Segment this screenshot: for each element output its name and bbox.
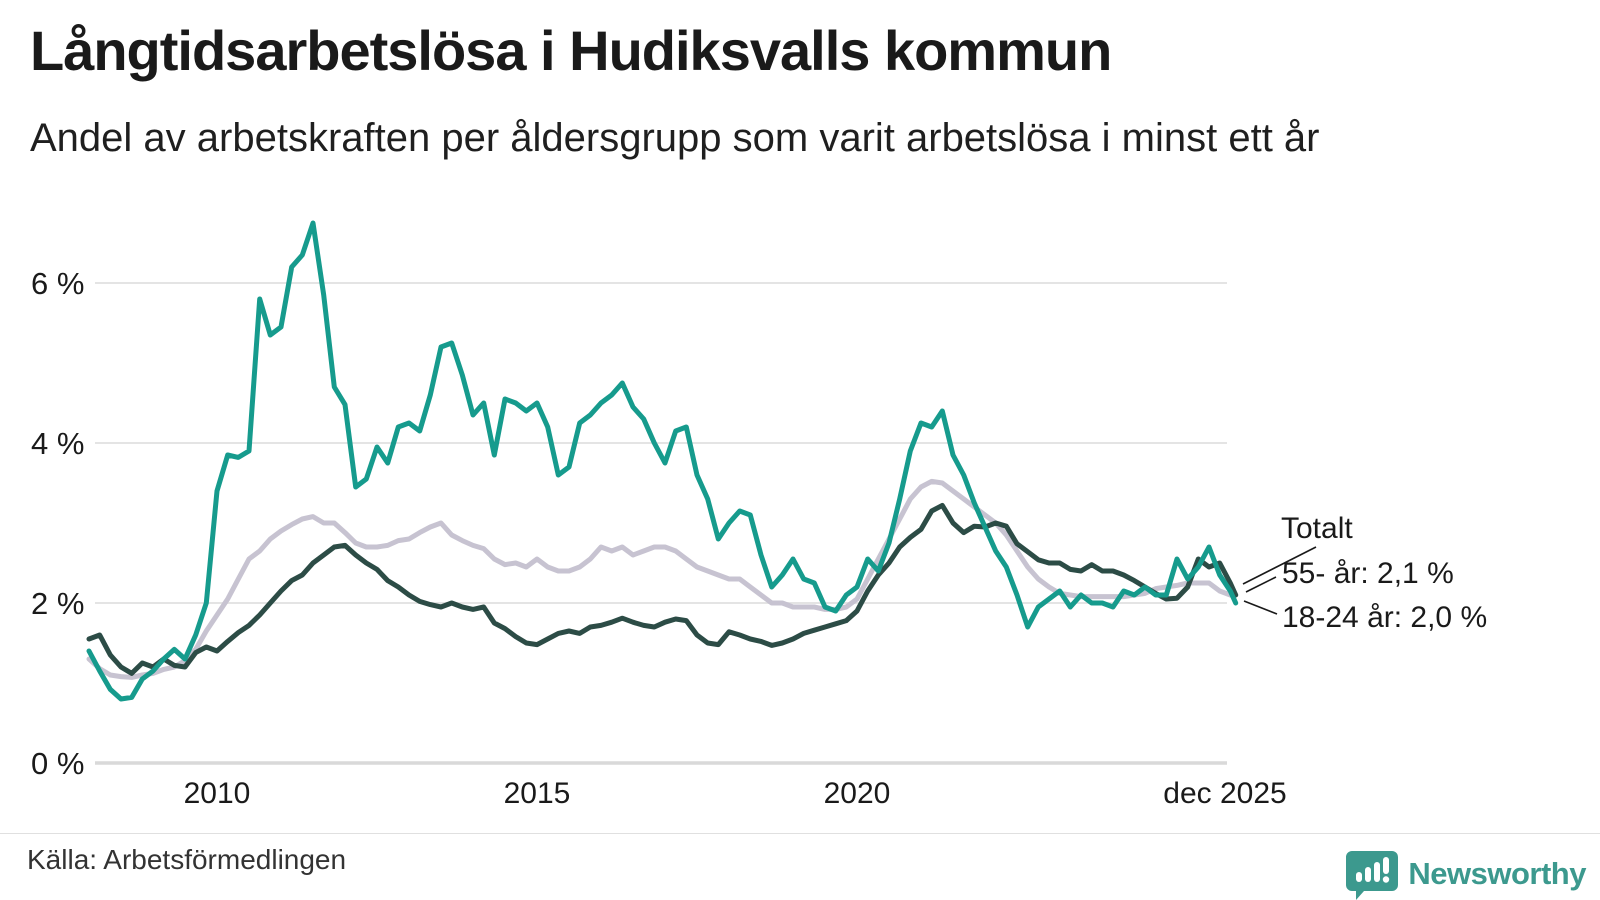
series-line-55-år (86, 502, 1239, 676)
annotation-leader-line (1242, 546, 1317, 585)
end-label-18-24-ar: 18-24 år: 2,0 % (1282, 601, 1488, 634)
x-tick-label: 2015 (504, 777, 571, 810)
x-tick-label: 2020 (824, 777, 891, 810)
page-title: Långtidsarbetslösa i Hudiksvalls kommun (30, 19, 1112, 82)
newsworthy-logo-icon (1346, 851, 1399, 900)
series-line-totalt (86, 478, 1239, 680)
y-tick-label: 0 % (31, 746, 84, 781)
y-tick-label: 6 % (31, 266, 84, 301)
x-tick-label: dec 2025 (1163, 777, 1286, 810)
y-tick-label: 4 % (31, 426, 84, 461)
source-credit: Källa: Arbetsförmedlingen (27, 844, 347, 875)
end-label-55-ar: 55- år: 2,1 % (1282, 557, 1454, 590)
brand-name: Newsworthy (1408, 856, 1586, 891)
footer-divider (0, 833, 1600, 834)
annotation-leader-line (1245, 576, 1277, 593)
brand-lockup: Newsworthy (1346, 848, 1586, 900)
chart-subtitle: Andel av arbetskraften per åldersgrupp s… (30, 116, 1320, 160)
x-tick-label: 2010 (184, 777, 251, 810)
series-line-18-24-år (86, 220, 1239, 702)
y-tick-label: 2 % (31, 586, 84, 621)
end-label-totalt: Totalt (1281, 512, 1353, 545)
annotation-leader-line (1243, 600, 1278, 615)
